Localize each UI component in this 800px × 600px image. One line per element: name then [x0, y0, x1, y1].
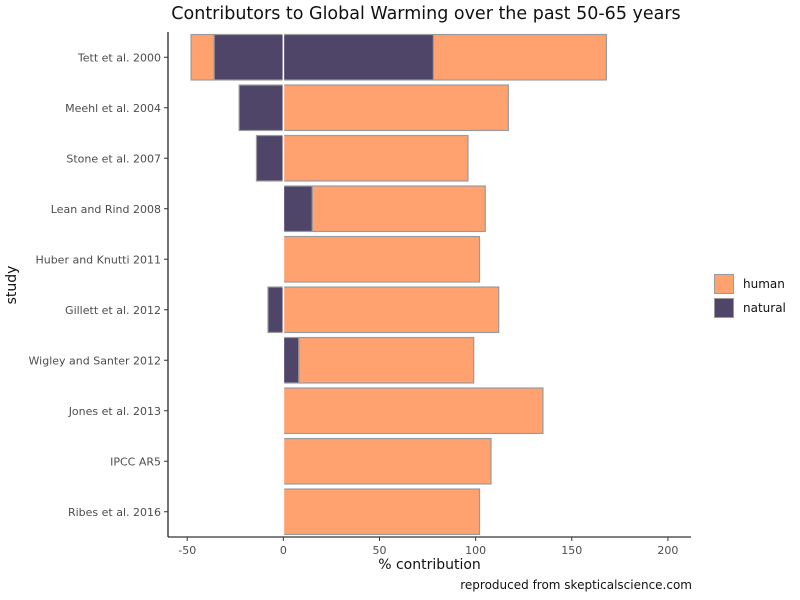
legend-label-natural: natural [743, 301, 786, 315]
legend-swatch-natural [714, 298, 734, 318]
axes-layer: -50 0 50 100 150 200 Tett et al. 2000 Meehl et … [29, 32, 691, 557]
bar-human-tett-et-al-2000-2 [432, 33, 607, 81]
x-tick-label: 150 [561, 544, 582, 557]
bar-natural-gillett-et-al-2012 [267, 286, 284, 334]
x-tick-label: 50 [373, 544, 387, 557]
bar-natural-tett-et-al-2000 [213, 33, 434, 81]
bars-layer [190, 32, 607, 537]
x-tick-label: -50 [178, 544, 196, 557]
y-tick-label: Lean and Rind 2008 [51, 203, 161, 216]
y-tick-label: Wigley and Santer 2012 [29, 354, 161, 367]
y-tick-label: Ribes et al. 2016 [68, 506, 161, 519]
bar-human-meehl-et-al-2004 [282, 84, 509, 132]
bar-human-ipcc-ar5 [282, 437, 492, 485]
legend: human natural [714, 272, 786, 320]
bar-human-jones-et-al-2013 [282, 387, 544, 435]
x-tick-label: 0 [280, 544, 287, 557]
bar-natural-meehl-et-al-2004 [238, 84, 284, 132]
chart-title: Contributors to Global Warming over the … [171, 4, 681, 24]
legend-swatch-human [714, 274, 734, 294]
bar-natural-stone-et-al-2007 [255, 134, 284, 182]
bar-human-wigley-and-santer-2012 [298, 336, 475, 384]
bar-natural-wigley-and-santer-2012 [282, 336, 300, 384]
y-tick-label: Jones et al. 2013 [68, 405, 161, 418]
bar-human-ribes-et-al-2016 [282, 488, 481, 536]
y-tick-label: IPCC AR5 [110, 455, 161, 468]
legend-item-natural: natural [714, 296, 786, 320]
legend-item-human: human [714, 272, 786, 296]
legend-label-human: human [743, 277, 785, 291]
y-tick-label: Gillett et al. 2012 [65, 304, 161, 317]
y-tick-label: Tett et al. 2000 [77, 51, 161, 64]
source-caption: reproduced from skepticalscience.com [460, 578, 692, 592]
bar-human-gillett-et-al-2012 [282, 286, 500, 334]
bar-human-tett-et-al-2000-1 [190, 33, 215, 81]
x-axis-label: % contribution [378, 557, 481, 573]
x-tick-label: 100 [465, 544, 486, 557]
y-tick-label: Stone et al. 2007 [66, 152, 161, 165]
y-tick-label: Huber and Knutti 2011 [35, 253, 161, 266]
y-axis-label: study [4, 265, 20, 305]
bar-human-huber-and-knutti-2011 [282, 235, 481, 283]
bar-human-lean-and-rind-2008 [311, 185, 486, 233]
bar-human-stone-et-al-2007 [282, 134, 469, 182]
x-tick-label: 200 [657, 544, 678, 557]
y-tick-label: Meehl et al. 2004 [65, 102, 161, 115]
bar-natural-lean-and-rind-2008 [282, 185, 313, 233]
